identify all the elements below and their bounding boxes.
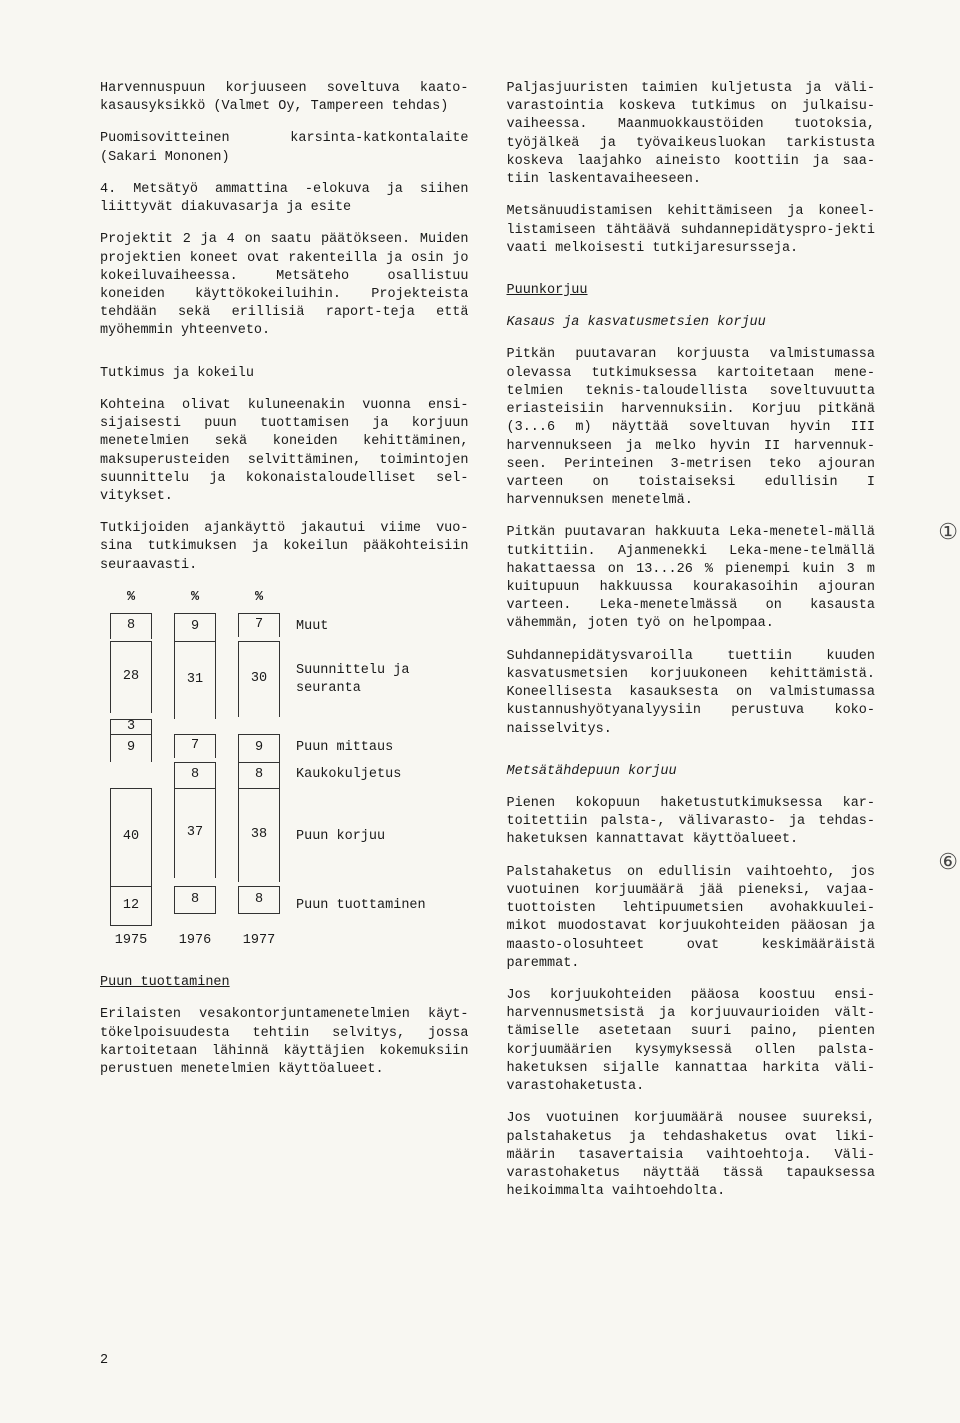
right-column: Paljasjuuristen taimien kuljetusta ja vä… [507,80,876,1215]
list-item-1-text: Harvennuspuun korjuuseen soveltuva kaato… [100,81,469,114]
chart-pct-header: % % % [100,589,469,607]
subheading-metsatahde: Metsätähdepuun korjuu [507,763,876,781]
year-1977: 1977 [238,932,280,950]
bar-label: Suunnittelu ja seuranta [280,641,469,719]
bar-segment: 8 [238,762,280,788]
bar-label: Muut [280,613,469,641]
bar-label: Puun tuottaminen [280,886,469,926]
bar-segment: 30 [238,641,280,717]
chart-bars: 12 88 [100,886,280,926]
pct-symbol-3: % [238,589,280,607]
side-mark-b: ⑥ [938,850,958,876]
two-column-layout: Harvennuspuun korjuuseen soveltuva kaato… [100,80,875,1215]
bar-segment: 8 [174,762,216,788]
pct-symbol-1: % [110,589,152,607]
stacked-bar-chart: % % % 897Muut283130Suunnittelu ja seuran… [100,589,469,950]
list-item-3-text: 4. Metsätyö ammattina -elokuva ja siihen… [100,182,469,215]
chart-bars: 403738 [100,788,280,886]
heading-puun-tuottaminen: Puun tuottaminen [100,974,469,992]
bar-segment: 38 [238,788,280,882]
bar-label: Puun korjuu [280,788,469,886]
bar-segment: 7 [238,613,280,637]
left-para-3: Tutkijoiden ajankäyttö jakautui viime vu… [100,520,469,575]
left-column: Harvennuspuun korjuuseen soveltuva kaato… [100,80,469,1215]
right-para-9: Jos vuotuinen korjuumäärä nousee suureks… [507,1110,876,1201]
list-item-3: 4. Metsätyö ammattina -elokuva ja siihen… [100,181,469,217]
chart-row: 1288Puun tuottaminen [100,886,469,926]
bar-segment: 8 [110,613,152,639]
right-para-8: Jos korjuukohteiden pääosa koostuu ensi-… [507,987,876,1096]
right-para-4: Pitkän puutavaran hakkuuta Leka-menetel-… [507,524,876,633]
subheading-kasaus: Kasaus ja kasvatusmetsien korjuu [507,314,876,332]
chart-row: 979Puun mittaus [100,734,469,762]
chart-bars: 897 [100,613,280,641]
chart-row: 28 31 30Suunnittelu ja seuranta [100,641,469,719]
chart-body: 897Muut283130Suunnittelu ja seuranta3979… [100,613,469,926]
bar-segment: 37 [174,788,216,878]
right-para-3: Pitkän puutavaran korjuusta valmistumass… [507,346,876,510]
right-para-1: Paljasjuuristen taimien kuljetusta ja vä… [507,80,876,189]
bar-segment: 7 [174,734,216,758]
page: Harvennuspuun korjuuseen soveltuva kaato… [0,0,960,1423]
year-1975: 1975 [110,932,152,950]
right-para-7: Palstahaketus on edullisin vaihtoehto, j… [507,864,876,973]
side-mark-a: ① [938,520,958,546]
list-item-1: Harvennuspuun korjuuseen soveltuva kaato… [100,80,469,116]
chart-row: 403738Puun korjuu [100,788,469,886]
right-para-6: Pienen kokopuun haketustutkimuksessa kar… [507,795,876,850]
left-para-1: Projektit 2 ja 4 on saatu päätökseen. Mu… [100,231,469,340]
page-number: 2 [100,1353,108,1368]
list-item-2-text: Puomisovitteinen karsinta-katkontalaite … [100,131,469,164]
year-1976: 1976 [174,932,216,950]
bar-segment: 12 [110,886,152,926]
chart-bars: 28 31 30 [100,641,280,719]
right-para-2: Metsänuudistamisen kehittämiseen ja kone… [507,203,876,258]
chart-bars: 88 [100,762,280,788]
pct-symbol-2: % [174,589,216,607]
chart-year-row: 1975 1976 1977 [100,932,469,950]
chart-bars: 3 [100,719,280,734]
bar-segment: 40 [110,788,152,886]
left-para-4: Erilaisten vesakontorjuntamenetelmien kä… [100,1006,469,1079]
heading-puunkorjuu: Puunkorjuu [507,282,876,300]
bar-segment: 28 [110,641,152,713]
chart-row: 88Kaukokuljetus [100,762,469,788]
chart-bars: 979 [100,734,280,762]
bar-label [280,719,469,734]
bar-label: Puun mittaus [280,734,469,762]
left-para-2: Kohteina olivat kuluneenakin vuonna ensi… [100,397,469,506]
heading-tutkimus: Tutkimus ja kokeilu [100,365,469,383]
bar-segment: 8 [238,886,280,914]
bar-segment: 9 [174,613,216,641]
bar-segment: 8 [174,886,216,914]
bar-segment: 3 [110,719,152,734]
right-para-5: Suhdannepidätysvaroilla tuettiin kuuden … [507,648,876,739]
bar-segment: 31 [174,641,216,719]
chart-row: 3 [100,719,469,734]
bar-segment: 9 [110,734,152,762]
bar-label: Kaukokuljetus [280,762,469,788]
bar-segment: 9 [238,734,280,762]
chart-row: 897Muut [100,613,469,641]
list-item-2: Puomisovitteinen karsinta-katkontalaite … [100,130,469,166]
